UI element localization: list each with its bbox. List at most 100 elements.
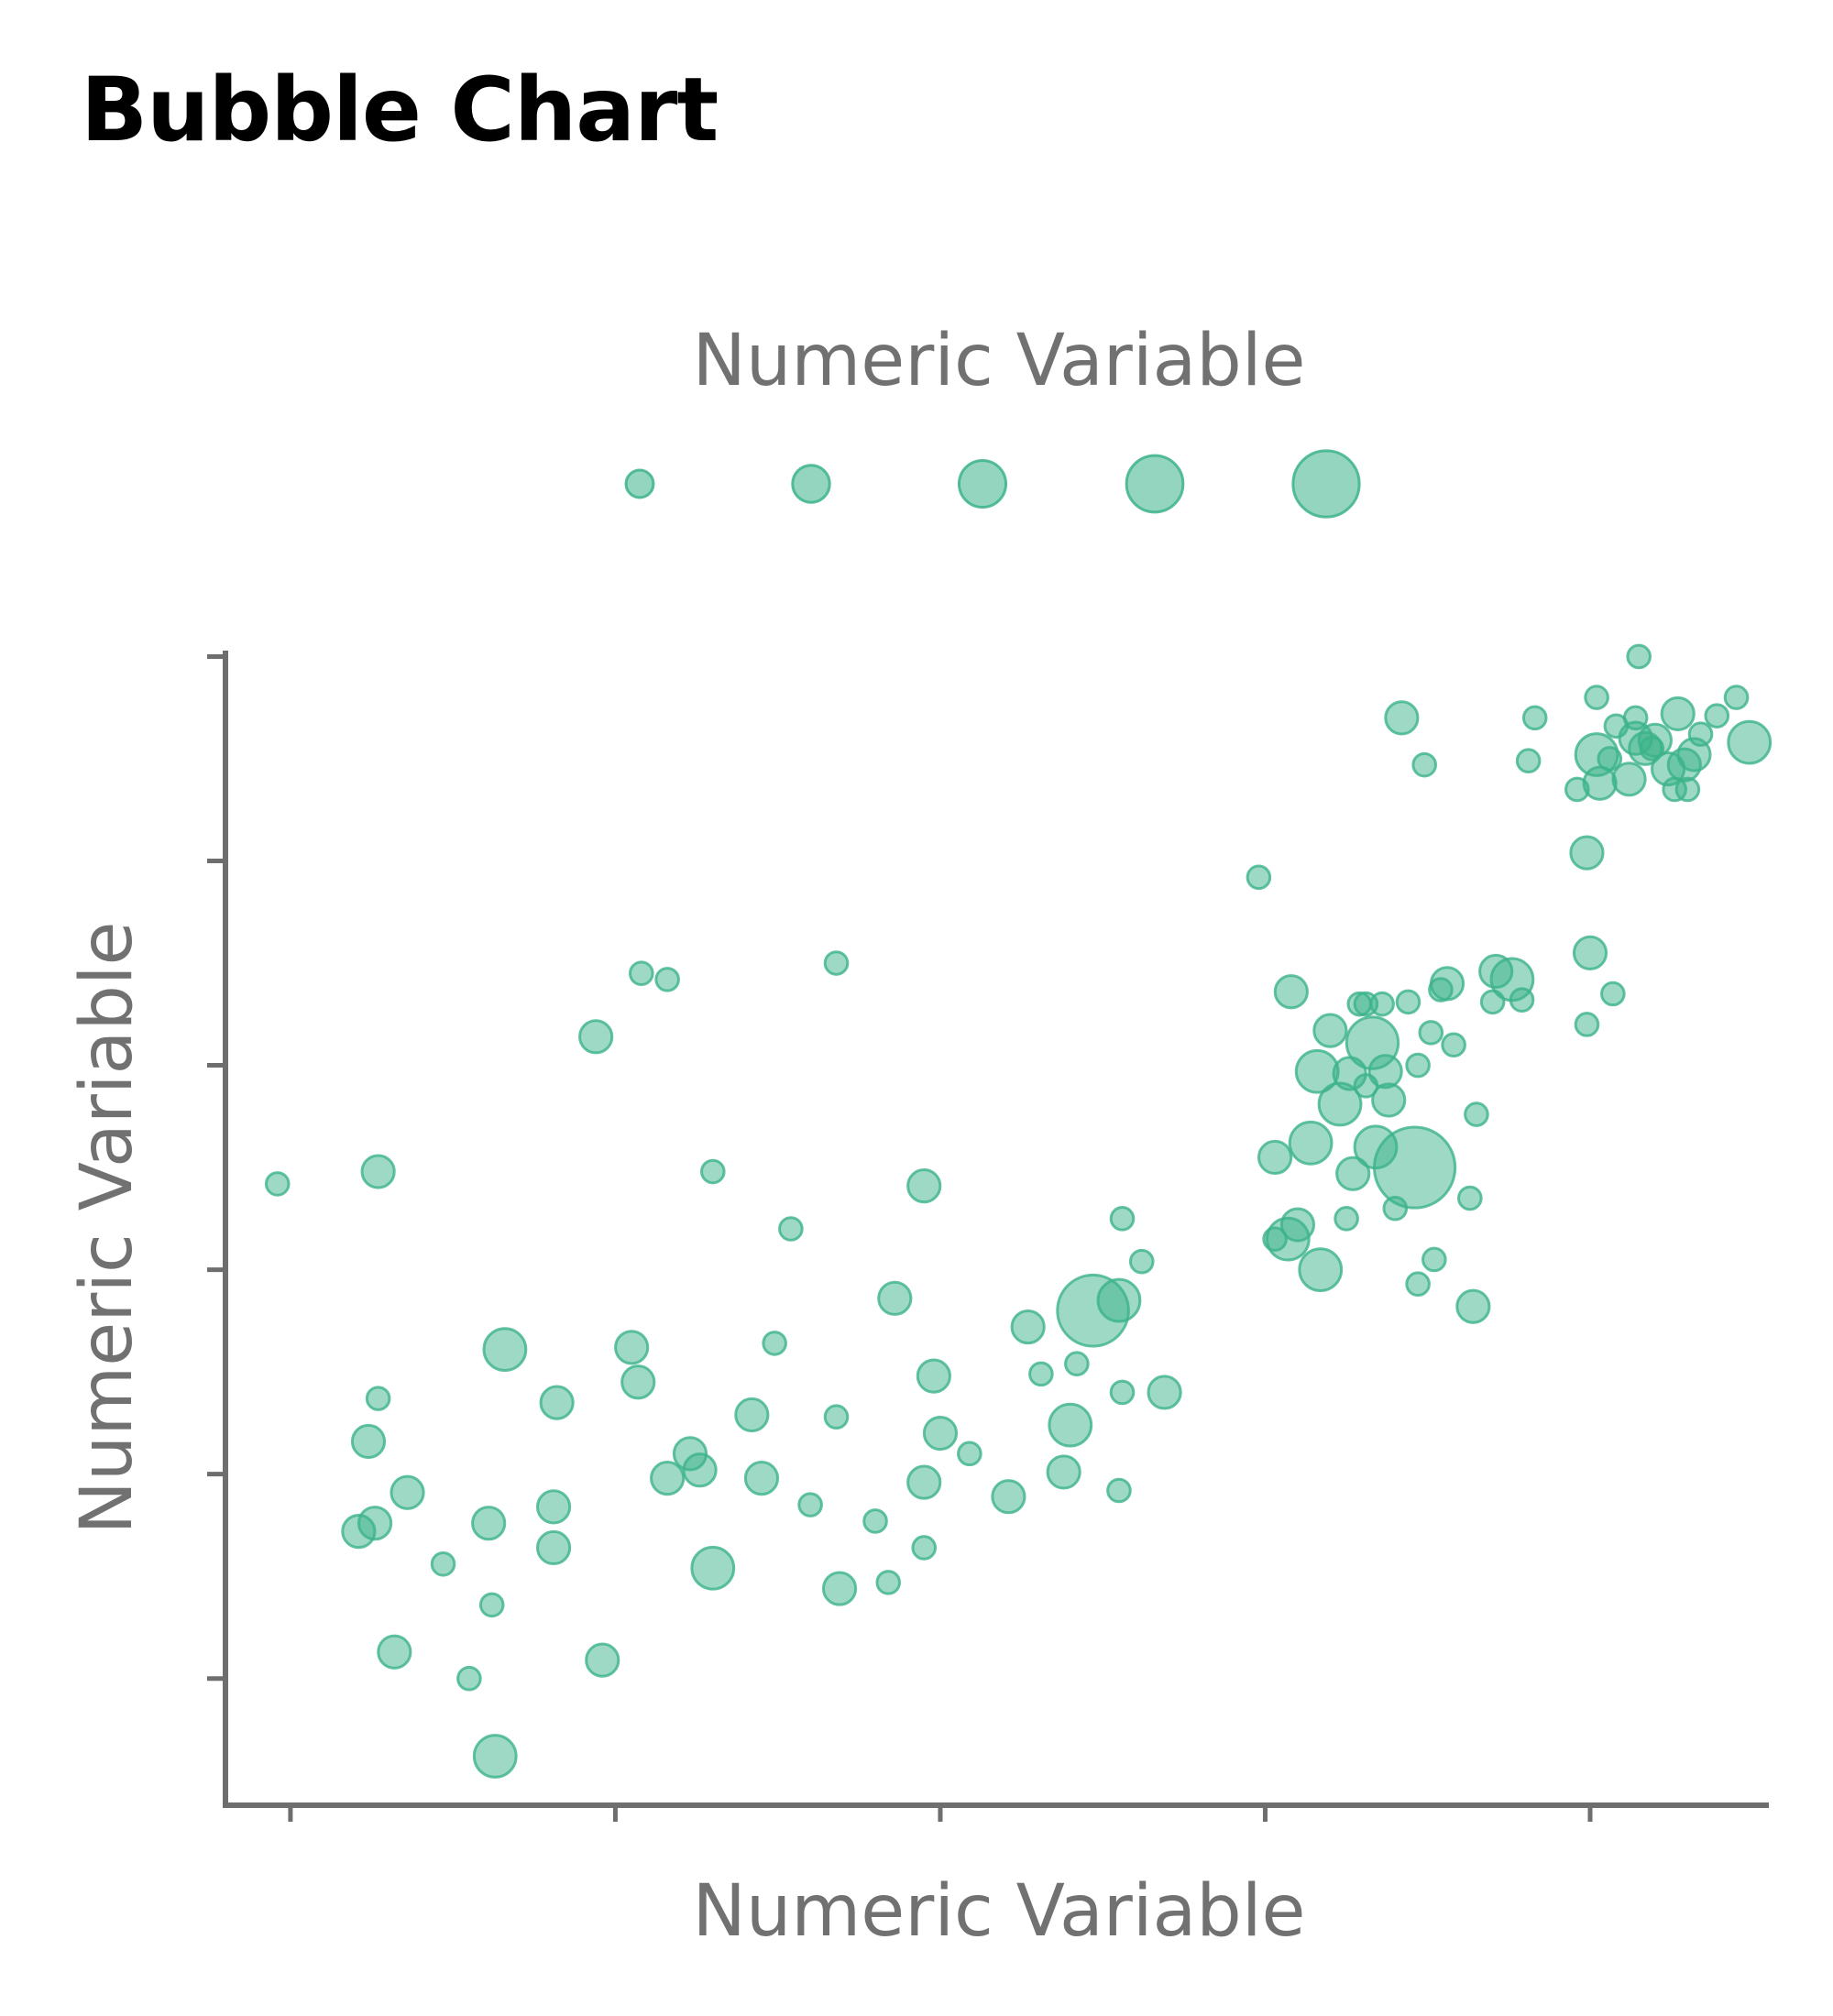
data-point <box>456 1665 482 1692</box>
data-point <box>471 1506 507 1541</box>
data-point <box>365 1386 391 1411</box>
legend-bubble <box>957 458 1008 509</box>
data-point <box>350 1423 387 1460</box>
data-point <box>1600 981 1626 1007</box>
legend-bubble <box>1291 449 1361 519</box>
data-point <box>1626 643 1652 670</box>
data-point <box>1687 721 1714 748</box>
data-point <box>875 1570 902 1595</box>
data-point <box>1246 864 1272 891</box>
data-point <box>1723 685 1750 710</box>
data-point <box>360 1154 396 1189</box>
data-point <box>911 1535 938 1561</box>
data-point <box>734 1397 770 1433</box>
axis-ticks <box>207 653 1593 1822</box>
data-point <box>1405 1271 1431 1298</box>
data-point <box>628 960 654 986</box>
data-point <box>1369 991 1395 1017</box>
data-point <box>1611 761 1647 797</box>
data-point <box>1312 1013 1348 1048</box>
data-point <box>1457 1185 1483 1211</box>
data-point <box>1064 1351 1090 1377</box>
data-point <box>535 1489 572 1525</box>
data-point <box>264 1171 291 1197</box>
size-legend <box>624 449 1361 519</box>
data-point <box>472 1734 518 1779</box>
data-point <box>1429 966 1465 1002</box>
legend-title: Numeric Variable <box>693 320 1306 402</box>
data-point <box>1597 746 1623 772</box>
data-point <box>1622 705 1649 731</box>
data-point <box>478 1592 505 1618</box>
data-point <box>1048 1402 1093 1448</box>
data-point <box>690 1545 736 1591</box>
data-point <box>862 1508 888 1534</box>
data-point <box>1335 1156 1371 1191</box>
data-point <box>1384 700 1420 736</box>
data-point <box>1674 776 1701 803</box>
data-point <box>1704 703 1730 729</box>
data-point <box>1582 765 1618 801</box>
data-point <box>620 1364 656 1400</box>
data-point <box>1584 685 1609 710</box>
data-point <box>1279 1207 1316 1243</box>
data-point <box>1128 1248 1155 1275</box>
legend-bubble <box>624 468 655 499</box>
data-point <box>654 967 680 992</box>
data-point <box>906 1168 942 1204</box>
data-point <box>650 1461 686 1496</box>
data-point <box>1147 1375 1182 1410</box>
data-points <box>264 643 1773 1779</box>
data-point <box>357 1506 393 1541</box>
data-point <box>778 1216 804 1242</box>
data-point <box>1569 835 1605 871</box>
data-point <box>743 1461 780 1496</box>
data-point <box>1046 1454 1081 1490</box>
data-point <box>1334 1206 1359 1232</box>
data-point <box>578 1019 614 1055</box>
data-point <box>1371 1082 1407 1118</box>
data-point <box>390 1474 425 1510</box>
data-point <box>535 1529 572 1566</box>
data-point <box>957 1441 982 1467</box>
data-point <box>1028 1361 1054 1387</box>
legend-bubble <box>791 464 831 504</box>
chart-title: Bubble Chart <box>81 59 719 161</box>
data-point <box>1727 719 1773 765</box>
data-point <box>1464 1101 1489 1127</box>
x-axis-label: Numeric Variable <box>693 1870 1306 1953</box>
data-point <box>1367 1054 1403 1090</box>
data-point <box>906 1464 942 1500</box>
data-point <box>762 1331 787 1356</box>
data-point <box>1109 1206 1136 1232</box>
data-point <box>482 1327 528 1372</box>
data-point <box>877 1280 913 1316</box>
data-point <box>1273 974 1309 1010</box>
data-point <box>1411 751 1438 778</box>
data-point <box>1574 1012 1600 1037</box>
data-point <box>1441 1032 1466 1058</box>
data-point <box>1455 1288 1491 1324</box>
data-point <box>585 1642 620 1678</box>
data-point <box>797 1492 823 1517</box>
data-point <box>1405 1052 1431 1079</box>
data-point <box>1572 935 1608 970</box>
data-point <box>823 1404 850 1430</box>
data-point <box>614 1330 650 1365</box>
data-point <box>1109 1379 1136 1406</box>
data-point <box>1421 1246 1447 1273</box>
data-point <box>1257 1139 1293 1176</box>
data-point <box>1010 1309 1046 1345</box>
data-point <box>1509 987 1535 1013</box>
data-point <box>1660 696 1696 732</box>
data-point <box>1418 1020 1444 1046</box>
data-point <box>1298 1247 1344 1293</box>
data-point <box>1637 722 1674 759</box>
data-point <box>1106 1477 1132 1504</box>
data-point <box>1521 705 1548 731</box>
data-point <box>699 1158 726 1185</box>
data-point <box>1288 1120 1334 1166</box>
data-point <box>430 1551 456 1577</box>
legend-bubble <box>1125 454 1185 514</box>
